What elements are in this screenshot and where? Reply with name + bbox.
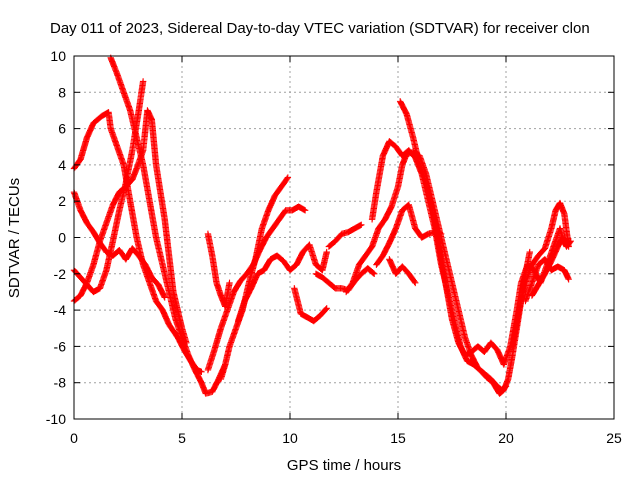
marker-trace <box>522 256 572 305</box>
x-tick-label: 10 <box>282 430 298 446</box>
y-tick-label: 2 <box>58 193 66 209</box>
y-tick-label: 8 <box>58 84 66 100</box>
x-tick-label: 25 <box>606 430 622 446</box>
y-tick-label: -4 <box>54 302 67 318</box>
x-tick-label: 0 <box>70 430 78 446</box>
y-axis-label: SDTVAR / TECUs <box>6 178 23 298</box>
chart-title: Day 011 of 2023, Sidereal Day-to-day VTE… <box>50 20 590 37</box>
marker-trace <box>234 241 330 325</box>
y-tick-label: 4 <box>58 157 66 173</box>
series-trace-20 <box>528 234 574 299</box>
series-trace-8 <box>204 230 233 310</box>
y-tick-label: 0 <box>58 230 66 246</box>
marker-trace <box>509 199 572 350</box>
x-tick-label: 20 <box>498 430 514 446</box>
x-axis-ticks: 0 5 10 15 20 25 <box>70 56 622 446</box>
y-tick-label: 10 <box>50 48 66 64</box>
series-trace-2 <box>107 54 229 397</box>
marker-trace <box>528 234 574 299</box>
marker-trace <box>373 201 445 268</box>
y-tick-label: 6 <box>58 121 66 137</box>
series-trace-9 <box>234 241 330 325</box>
series-trace-12 <box>325 221 365 250</box>
marker-trace <box>107 54 229 397</box>
y-tick-label: -2 <box>54 266 67 282</box>
marker-trace <box>386 256 419 287</box>
series-trace-10 <box>291 285 330 325</box>
x-tick-label: 5 <box>178 430 186 446</box>
grid-lines <box>74 56 614 419</box>
marker-trace <box>291 285 330 325</box>
y-tick-label: -8 <box>54 375 67 391</box>
series-trace-17 <box>386 256 419 287</box>
marker-trace <box>396 98 572 368</box>
marker-trace <box>204 230 233 310</box>
y-axis-ticks: -10 -8 -6 -4 -2 0 2 4 6 8 10 <box>46 48 614 427</box>
series-trace-16 <box>373 201 445 268</box>
x-axis-label: GPS time / hours <box>287 457 401 474</box>
series-trace-19 <box>522 256 572 305</box>
series-trace-18 <box>509 199 572 350</box>
y-tick-label: -10 <box>46 411 66 427</box>
data-points <box>70 54 574 397</box>
x-tick-label: 15 <box>390 430 406 446</box>
y-tick-label: -6 <box>54 338 67 354</box>
marker-trace <box>325 221 365 250</box>
series-trace-15 <box>396 98 572 368</box>
